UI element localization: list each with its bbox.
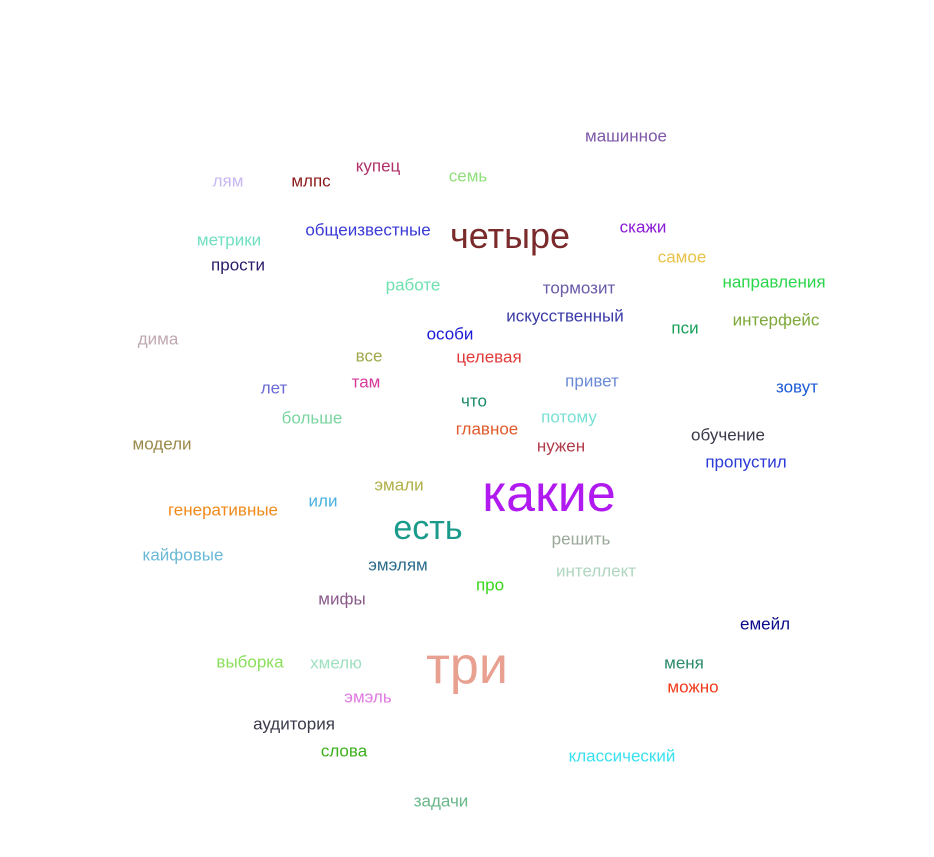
word: дима: [137, 329, 179, 349]
word: емейл: [739, 614, 791, 634]
word: аудитория: [253, 714, 335, 734]
word: пропустил: [705, 452, 787, 472]
word: какие: [482, 465, 616, 523]
word: главное: [455, 419, 519, 439]
word: скажи: [619, 217, 667, 237]
word: или: [308, 491, 338, 511]
word: эмэль: [344, 687, 392, 707]
word: классический: [568, 746, 676, 766]
word: семь: [448, 166, 488, 186]
word: эмали: [374, 475, 424, 495]
word: привет: [565, 371, 619, 391]
word: общеизвестные: [305, 220, 431, 240]
word: интерфейс: [732, 310, 820, 330]
word: пси: [671, 318, 699, 338]
word: эмэлям: [368, 555, 428, 575]
word: тормозит: [542, 278, 616, 298]
word: больше: [281, 408, 343, 428]
word: целевая: [456, 347, 522, 367]
word: все: [355, 346, 383, 366]
word: решить: [551, 529, 611, 549]
word: там: [351, 372, 381, 392]
word: можно: [667, 677, 719, 697]
word: выборка: [216, 652, 284, 672]
word: потому: [541, 407, 597, 427]
word: особи: [426, 324, 474, 344]
word: есть: [393, 509, 463, 547]
word: метрики: [196, 230, 262, 250]
word: самое: [657, 247, 707, 267]
word: что: [461, 391, 487, 411]
word: машинное: [585, 126, 667, 146]
word: мифы: [318, 589, 366, 609]
word: направления: [722, 272, 826, 292]
word: купец: [355, 156, 401, 176]
word: работе: [385, 275, 441, 295]
word: интеллект: [555, 561, 637, 581]
word: три: [426, 637, 508, 695]
word: кайфовые: [142, 545, 224, 565]
word: хмелю: [310, 653, 362, 673]
word: искусственный: [506, 306, 624, 326]
word: четыре: [450, 215, 570, 256]
word: про: [475, 575, 505, 595]
word: генеративные: [167, 500, 279, 520]
word: слова: [320, 741, 368, 761]
word: прости: [211, 255, 265, 275]
word: лет: [260, 378, 288, 398]
word: меня: [664, 653, 704, 673]
word: лям: [212, 171, 244, 191]
word: зовут: [775, 377, 819, 397]
word: задачи: [413, 791, 469, 811]
word: млпс: [291, 171, 331, 191]
word: нужен: [536, 436, 586, 456]
word: обучение: [691, 425, 765, 445]
word: модели: [132, 434, 192, 454]
